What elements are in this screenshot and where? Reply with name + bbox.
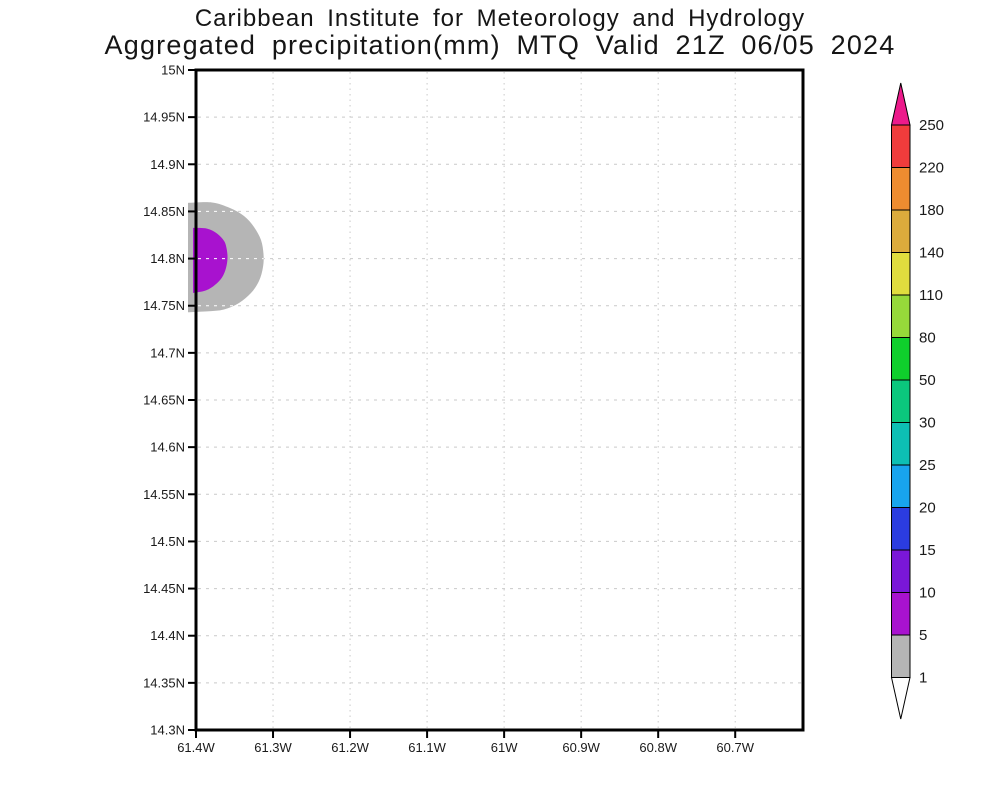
lat-tick-label: 14.85N: [143, 204, 185, 219]
lat-tick-label: 14.8N: [150, 251, 185, 266]
colorbar-segment-50-80: [891, 337, 911, 381]
colorbar-label: 140: [919, 245, 944, 262]
colorbar-segment-15-20: [891, 507, 911, 551]
colorbar-segment-1-5: [891, 634, 911, 678]
plot-border: [194, 68, 805, 732]
lon-tick-label: 61W: [491, 740, 518, 755]
colorbar-segment-10-15: [891, 549, 911, 593]
colorbar-segment-25-30: [891, 422, 911, 466]
lat-tick-label: 14.4N: [150, 628, 185, 643]
lat-tick-label: 15N: [161, 63, 185, 78]
colorbar-label: 10: [919, 585, 936, 602]
precipitation-contours: [188, 202, 264, 313]
colorbar-above-max-arrow: [890, 82, 911, 126]
lat-tick-label: 14.5N: [150, 534, 185, 549]
lat-tick-label: 14.7N: [150, 345, 185, 360]
lat-tick-label: 14.45N: [143, 581, 185, 596]
colorbar-segment-30-50: [891, 379, 911, 423]
colorbar-label: 30: [919, 415, 936, 432]
lat-tick-label: 14.6N: [150, 440, 185, 455]
chart-title-line2: Aggregated precipitation(mm) MTQ Valid 2…: [104, 30, 896, 60]
colorbar-segment-5-10: [891, 592, 911, 636]
lat-tick-label: 14.55N: [143, 487, 185, 502]
colorbar-label: 50: [919, 372, 936, 389]
lon-tick-label: 61.3W: [254, 740, 292, 755]
colorbar-segment-80-110: [891, 294, 911, 338]
colorbar-segment-110-140: [891, 252, 911, 296]
gridlines: [198, 72, 802, 729]
colorbar-segment-20-25: [891, 464, 911, 508]
colorbar-label: 250: [919, 117, 944, 134]
chart-title-line1: Caribbean Institute for Meteorology and …: [194, 5, 806, 32]
colorbar-label: 1: [919, 670, 927, 687]
lat-tick-label: 14.3N: [150, 723, 185, 738]
lat-tick-label: 14.35N: [143, 675, 185, 690]
lon-tick-label: 61.2W: [331, 740, 369, 755]
colorbar-label: 20: [919, 500, 936, 517]
colorbar-label: 220: [919, 160, 944, 177]
colorbar-segment-220-250: [891, 124, 911, 168]
lat-tick-label: 14.95N: [143, 110, 185, 125]
colorbar-label: 110: [919, 287, 943, 304]
lon-tick-label: 61.1W: [408, 740, 446, 755]
colorbar-label: 15: [919, 542, 936, 559]
lon-tick-label: 60.9W: [562, 740, 600, 755]
lon-tick-label: 60.8W: [639, 740, 677, 755]
contour-region-5-10mm: [193, 227, 228, 293]
colorbar-below-min-arrow: [890, 677, 911, 720]
colorbar-label: 25: [919, 457, 936, 474]
colorbar-label: 80: [919, 330, 936, 347]
lon-tick-label: 61.4W: [177, 740, 215, 755]
colorbar-segment-140-180: [891, 209, 911, 253]
colorbar-label: 180: [919, 202, 944, 219]
axes: 15N 14.95N 14.9N 14.85N 14.8N 14.75N 14.7N 14.6…: [143, 63, 755, 756]
colorbar-segment-180-220: [891, 167, 911, 211]
lon-tick-label: 60.7W: [716, 740, 754, 755]
lat-tick-label: 14.75N: [143, 298, 185, 313]
lat-tick-label: 14.9N: [150, 157, 185, 172]
lat-tick-label: 14.65N: [143, 393, 185, 408]
colorbar-label: 5: [919, 627, 927, 644]
